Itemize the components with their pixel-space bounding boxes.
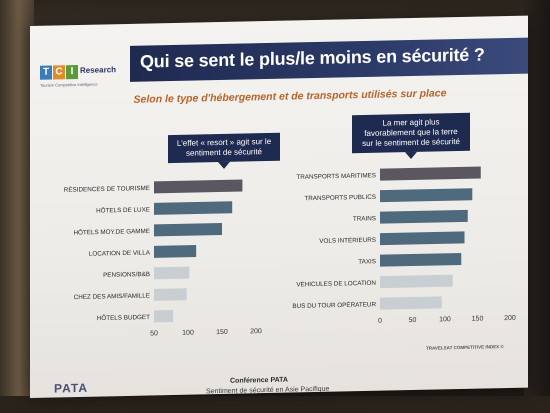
category-label-1-5: VÉHICULES DE LOCATION [296,278,376,289]
category-label-1-6: BUS DU TOUR OPÉRATEUR [292,299,376,310]
tick-label-0-2: 150 [216,329,228,336]
category-label-0-5: CHEZ DES AMIS/FAMILLE [74,292,150,301]
bar-0-2 [154,222,222,237]
category-label-0-1: HÔTELS DE LUXE [96,204,150,214]
projected-slide: Qui se sent le plus/le moins en sécurité… [30,15,528,398]
tick-label-0-0: 50 [150,330,158,337]
category-label-1-4: TAXIS [358,258,376,265]
bar-1-4 [380,252,462,267]
chart-accommodation: RÉSIDENCES DE TOURISME HÔTELS DE LUXE HÔTE… [64,179,262,337]
category-label-0-2: HÔTELS MOY.DE GAMME [73,226,150,237]
tick-label-1-4: 200 [504,315,516,322]
footer-subtitle: Sentiment de sécurité en Asie Pacifique [206,385,330,396]
bar-1-6 [380,296,442,310]
chart-transport: TRANSPORTS MARITIMES TRANSPORTS PUBLICS TR… [292,166,516,325]
bar-1-0 [380,166,481,181]
pata-logo: PATA [54,380,88,396]
category-label-0-4: PENSIONS/B&B [103,271,150,279]
category-label-1-2: TRAINS [353,215,376,222]
bar-1-1 [380,188,473,203]
bar-0-5 [154,288,187,301]
bar-0-4 [154,266,190,280]
category-label-1-0: TRANSPORTS MARITIMES [296,172,376,181]
category-label-1-3: VOLS INTÉRIEURS [319,235,376,245]
bar-0-6 [154,310,174,323]
tick-label-0-1: 100 [182,330,194,337]
category-label-0-0: RÉSIDENCES DE TOURISME [64,183,150,194]
bar-1-2 [380,209,468,224]
bar-1-5 [380,274,453,289]
tick-label-0-3: 200 [250,328,262,335]
charts-canvas: RÉSIDENCES DE TOURISME HÔTELS DE LUXE HÔTE… [64,166,516,337]
tick-label-1-3: 150 [472,316,484,323]
bar-0-3 [154,245,197,258]
bar-1-3 [380,231,465,246]
bar-0-1 [154,201,233,215]
category-label-1-1: TRANSPORTS PUBLICS [304,194,376,202]
wall-left-background [0,0,34,413]
tick-label-1-2: 100 [439,316,451,323]
tick-label-1-1: 50 [409,317,417,324]
bar-0-0 [154,179,243,194]
floor-background [0,396,550,413]
wall-right-background [524,0,550,413]
category-label-0-3: LOCATION DE VILLA [89,249,151,257]
category-label-0-6: HÔTELS BUDGET [97,312,150,322]
footer-conference: Conférence PATA [230,376,288,385]
tick-label-1-0: 0 [378,318,382,325]
